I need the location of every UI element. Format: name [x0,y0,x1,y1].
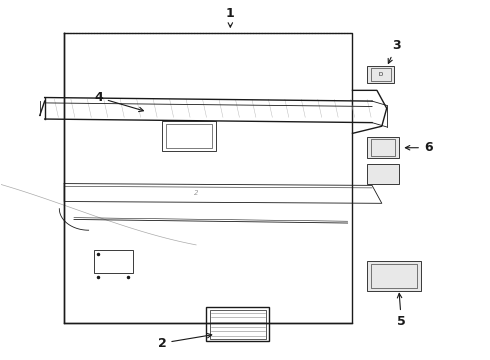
Text: 6: 6 [405,141,433,154]
Text: 1: 1 [226,7,235,27]
Text: 2: 2 [158,333,212,350]
Bar [371,264,417,288]
Text: 3: 3 [388,39,401,63]
Text: 5: 5 [397,293,406,328]
Bar [370,68,391,81]
Text: 2: 2 [194,190,198,195]
Text: 4: 4 [94,91,144,112]
Bar [206,307,270,341]
Bar [166,124,212,148]
Text: D: D [378,72,383,77]
Bar [210,310,266,338]
Bar [370,139,395,156]
Bar [367,261,421,291]
Bar [367,164,399,184]
Bar [367,66,394,83]
Bar [94,250,133,273]
Bar [367,137,399,158]
Bar [162,121,216,151]
